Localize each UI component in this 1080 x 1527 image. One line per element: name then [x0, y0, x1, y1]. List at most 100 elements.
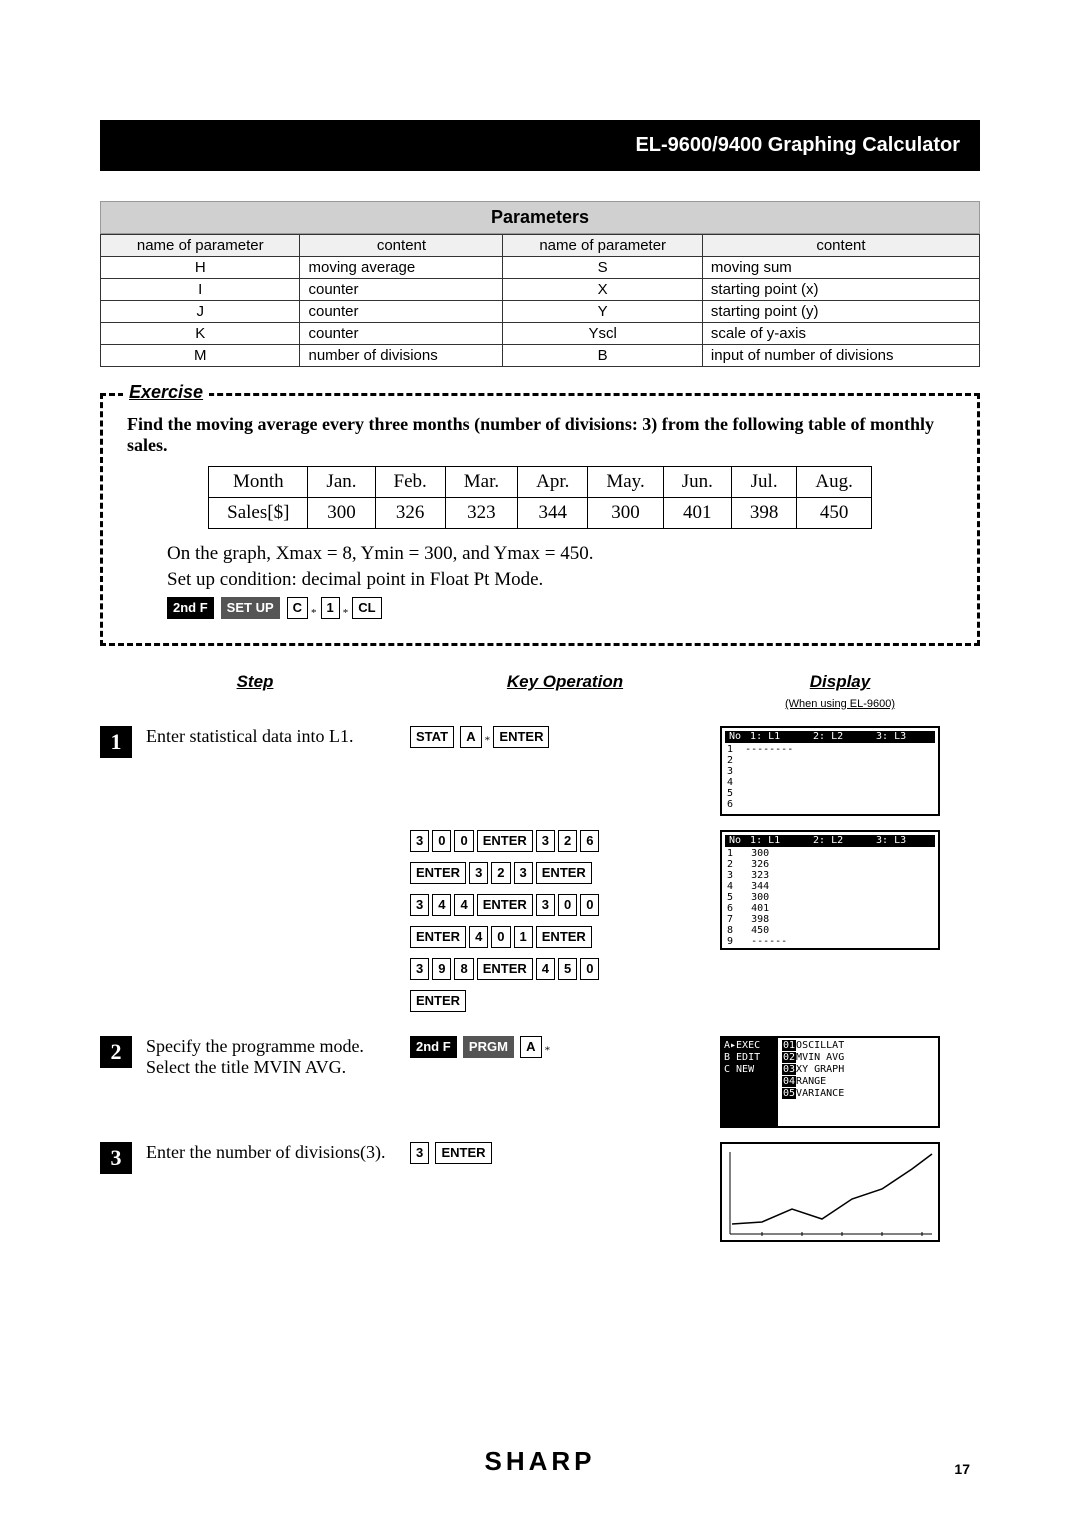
cell: number of divisions	[300, 345, 503, 367]
key-3: 3	[410, 830, 429, 852]
cell: Jul.	[731, 467, 797, 498]
cell: 300	[588, 498, 663, 529]
key-2: 2	[491, 862, 510, 884]
key-0: 0	[491, 926, 510, 948]
key-0: 0	[580, 958, 599, 980]
step-2-row: 2 Specify the programme mode. Select the…	[100, 1036, 980, 1128]
param-h3: content	[702, 235, 979, 257]
cell: Mar.	[445, 467, 517, 498]
cell: Feb.	[375, 467, 445, 498]
key-sub: *	[343, 607, 349, 619]
key-prgm: PRGM	[463, 1036, 514, 1058]
param-h0: name of parameter	[101, 235, 300, 257]
key-sub: *	[311, 607, 317, 619]
cell: RANGE	[796, 1076, 826, 1087]
key-sub: *	[485, 735, 491, 747]
cell: 1: L1	[746, 835, 809, 846]
key-enter: ENTER	[435, 1142, 491, 1164]
key-3: 3	[536, 830, 555, 852]
key-3: 3	[536, 894, 555, 916]
cell: X	[503, 279, 702, 301]
cell: starting point (y)	[702, 301, 979, 323]
key-enter: ENTER	[410, 990, 466, 1012]
exercise-note2: Set up condition: decimal point in Float…	[167, 569, 953, 591]
key-3: 3	[410, 958, 429, 980]
steps-header: Step Key Operation Display (When using E…	[100, 672, 980, 712]
param-h1: content	[300, 235, 503, 257]
prog-right: 01OSCILLAT 02MVIN AVG 03XY GRAPH 04RANGE…	[778, 1038, 848, 1126]
cell: moving sum	[702, 257, 979, 279]
key-2ndf: 2nd F	[167, 597, 214, 619]
cell: Jan.	[308, 467, 375, 498]
key-1: 1	[321, 597, 340, 619]
cell: starting point (x)	[702, 279, 979, 301]
display-2: No 1: L1 2: L2 3: L3 1 300 2 326 3 323 4…	[720, 830, 940, 950]
cell: XY GRAPH	[796, 1064, 844, 1075]
cell: 450	[797, 498, 871, 529]
col-step-label: Step	[100, 672, 410, 712]
step-3-num: 3	[100, 1142, 132, 1174]
cell: S	[503, 257, 702, 279]
cell: 323	[445, 498, 517, 529]
cell: 05	[782, 1088, 796, 1099]
exercise-label: Exercise	[123, 382, 209, 403]
cell: J	[101, 301, 300, 323]
step-1-num: 1	[100, 726, 132, 758]
key-stat: STAT	[410, 726, 454, 748]
parameters-title: Parameters	[100, 201, 980, 234]
exercise-keys: 2nd F SET UP C* 1* CL	[167, 597, 953, 619]
cell: scale of y-axis	[702, 323, 979, 345]
key-enter: ENTER	[477, 830, 533, 852]
key-enter: ENTER	[410, 862, 466, 884]
cell: No	[725, 731, 746, 742]
key-a: A	[460, 726, 481, 748]
key-3: 3	[410, 1142, 429, 1164]
cell: 300	[308, 498, 375, 529]
key-enter: ENTER	[410, 926, 466, 948]
cell: 398	[731, 498, 797, 529]
key-0: 0	[432, 830, 451, 852]
cell: Jun.	[663, 467, 731, 498]
screen-data: 1 300 2 326 3 323 4 344 5 300 6 401 7 39…	[725, 847, 935, 948]
cell: 01	[782, 1040, 796, 1051]
cell: Sales[$]	[209, 498, 308, 529]
key-5: 5	[558, 958, 577, 980]
key-4: 4	[454, 894, 473, 916]
step-1b-keys: 300ENTER326ENTER323ENTER344ENTER300ENTER…	[410, 830, 720, 1022]
cell: input of number of divisions	[702, 345, 979, 367]
cell: 04	[782, 1076, 796, 1087]
step-1b-row: 300ENTER326ENTER323ENTER344ENTER300ENTER…	[100, 830, 980, 1022]
page-number: 17	[954, 1461, 970, 1477]
cell: OSCILLAT	[796, 1040, 844, 1051]
cell: counter	[300, 323, 503, 345]
key-1: 1	[514, 926, 533, 948]
key-setup: SET UP	[221, 597, 280, 619]
key-9: 9	[432, 958, 451, 980]
cell: counter	[300, 301, 503, 323]
step-3-keys: 3 ENTER	[410, 1142, 720, 1174]
key-cl: CL	[352, 597, 381, 619]
cell: 344	[518, 498, 588, 529]
step-1-keys: STAT A* ENTER	[410, 726, 720, 758]
step-1-row: 1 Enter statistical data into L1. STAT A…	[100, 726, 980, 816]
prog-left: A▸EXEC B EDIT C NEW	[722, 1038, 778, 1126]
exercise-note1: On the graph, Xmax = 8, Ymin = 300, and …	[167, 543, 953, 565]
key-c: C	[287, 597, 308, 619]
key-3: 3	[514, 862, 533, 884]
cell: 1: L1	[746, 731, 809, 742]
step-2-text: Specify the programme mode. Select the t…	[146, 1036, 410, 1078]
key-6: 6	[580, 830, 599, 852]
key-2ndf: 2nd F	[410, 1036, 457, 1058]
key-4: 4	[432, 894, 451, 916]
key-enter: ENTER	[477, 958, 533, 980]
cell: Yscl	[503, 323, 702, 345]
key-4: 4	[469, 926, 488, 948]
cell: K	[101, 323, 300, 345]
key-0: 0	[558, 894, 577, 916]
cell: H	[101, 257, 300, 279]
sharp-logo: SHARP	[484, 1446, 595, 1476]
step-2-keys: 2nd F PRGM A*	[410, 1036, 720, 1068]
step-2-num: 2	[100, 1036, 132, 1068]
key-enter: ENTER	[536, 862, 592, 884]
cell: 2: L2	[809, 835, 872, 846]
